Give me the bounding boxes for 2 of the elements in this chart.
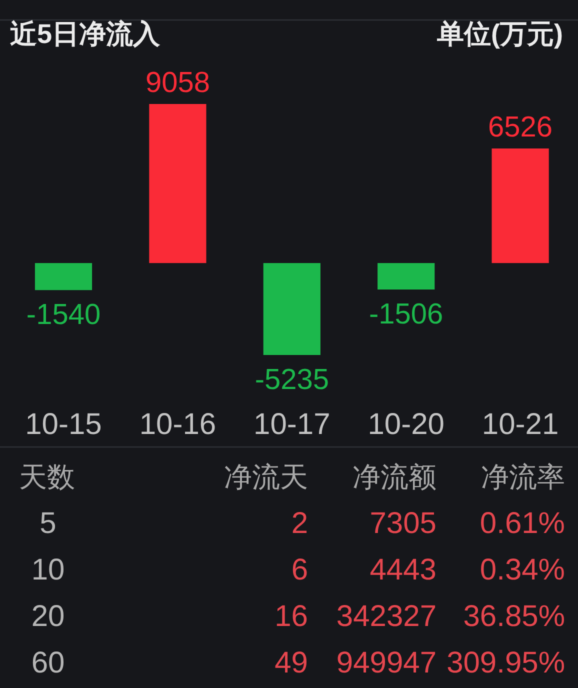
- title: 近5日净流入: [10, 19, 160, 49]
- subtitle: 单位(万元): [437, 19, 563, 49]
